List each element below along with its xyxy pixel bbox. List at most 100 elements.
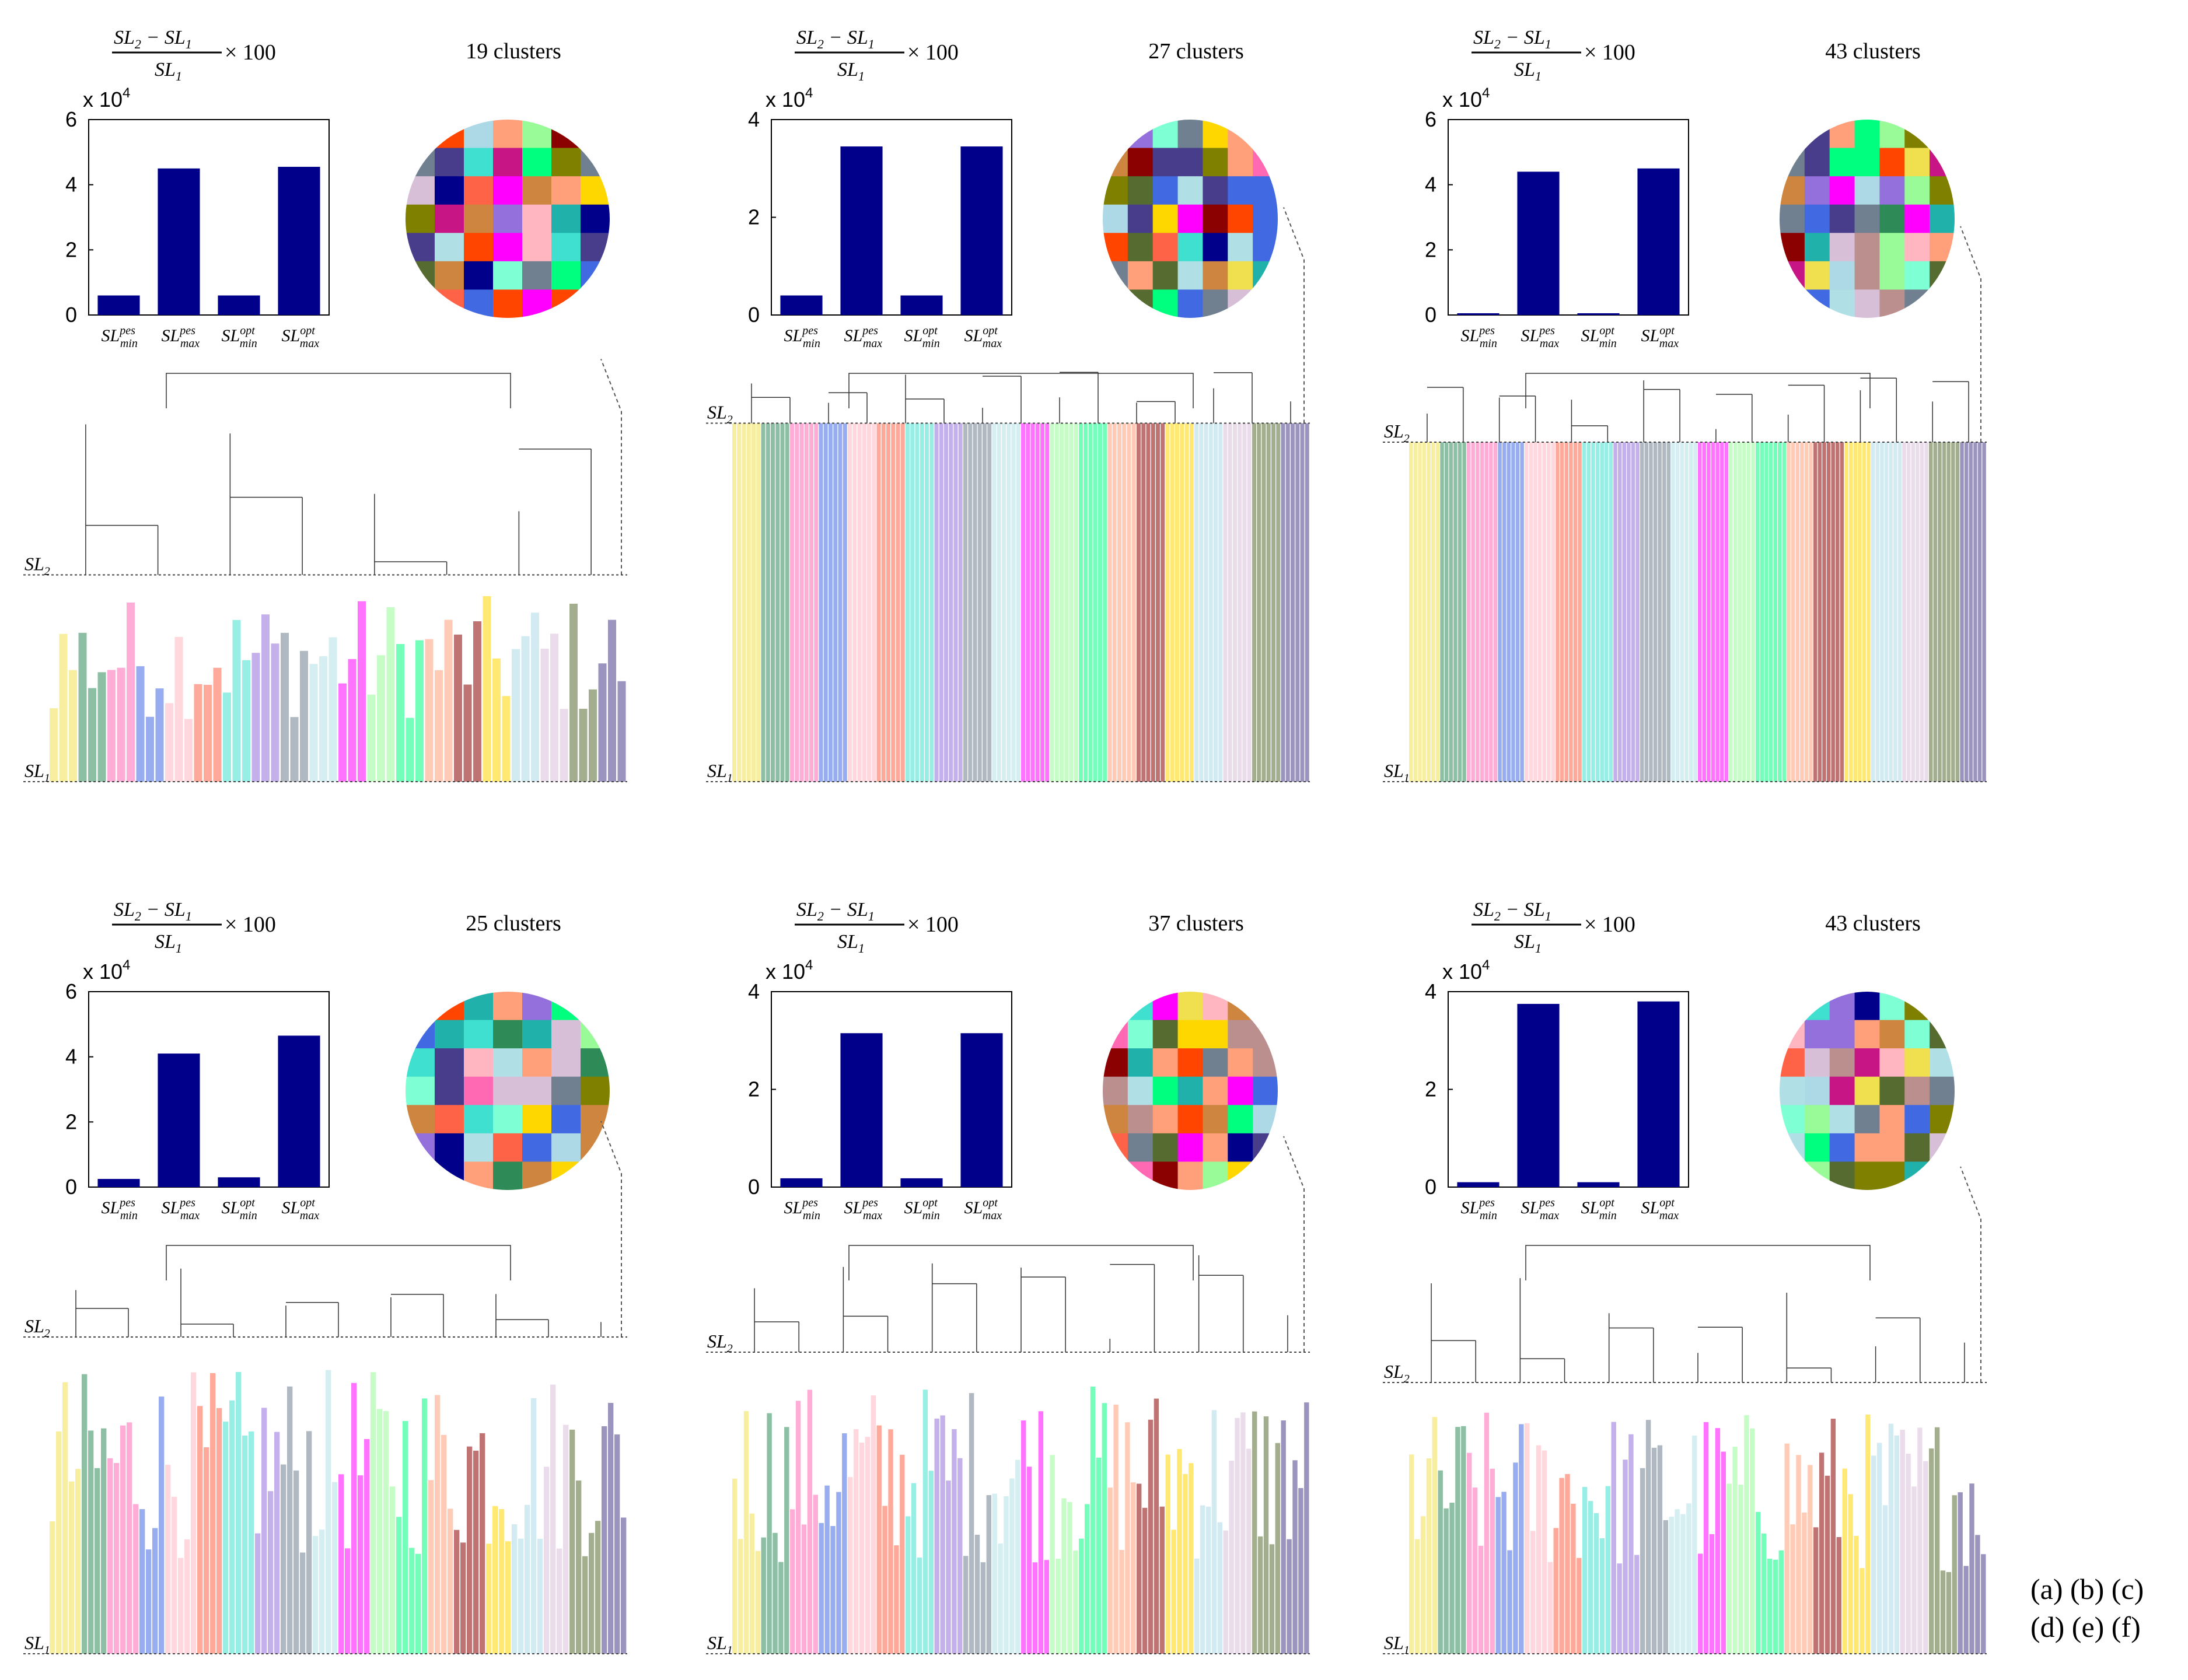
cluster-patch [464,120,494,149]
cluster-map-c [1780,120,1955,318]
leaf-band [1969,1483,1974,1654]
leaf-band [127,1422,132,1654]
chart-title: 25 clusters [466,911,561,936]
cluster-patch [1228,1105,1254,1134]
leaf-band [1422,442,1427,782]
leaf-band [894,1545,899,1654]
leaf-band [1795,442,1800,782]
cluster-patch [581,1105,610,1134]
leaf-band [1444,442,1449,782]
leaf-band [525,1504,530,1654]
leaf-band [1026,423,1030,782]
leaf-band [1292,1460,1298,1654]
leaf-band [785,423,789,782]
cluster-patch [1152,1161,1179,1190]
leaf-band [415,1553,421,1654]
leaf-band [795,1401,801,1654]
leaf-band [1551,442,1556,782]
leaf-band [1435,442,1440,782]
formula-times: × 100 [225,40,276,65]
cluster-patch [1829,992,1855,1021]
leaf-band [1519,1424,1524,1654]
leaf-band [88,688,97,782]
bar-1 [780,295,823,315]
bar-3 [900,295,943,315]
leaf-band [1703,1422,1709,1654]
label-sl2: SL2 [707,402,733,426]
leaf-band [1159,1506,1165,1654]
leaf-band [1131,1482,1136,1654]
formula-numerator: SL2 − SL1 [796,899,875,923]
leaf-band [1680,442,1684,782]
label-sl1: SL1 [25,760,50,785]
leaf-band [1035,423,1040,782]
leaf-band [448,1508,453,1654]
leaf-band [1900,1429,1905,1654]
leaf-band [1271,423,1276,782]
cluster-patch [1152,1133,1179,1163]
leaf-band [1480,442,1484,782]
bar-2 [158,168,200,315]
leaf-band [1756,442,1760,782]
leaf-band [977,423,982,782]
leaf-band [492,658,501,782]
cluster-patch [522,233,552,262]
cluster-patch [1253,176,1278,205]
cluster-patch [1854,176,1881,205]
formula-times: × 100 [1584,40,1635,65]
leaf-band [1888,1423,1894,1654]
leaf-band [1457,442,1462,782]
x-tick-label: SLpes max [1521,1196,1560,1222]
x-tick-label: SLopt min [222,324,257,350]
leaf-band [165,1464,171,1654]
leaf-band [351,1382,357,1654]
leaf-band [1449,1502,1455,1654]
cluster-patch [551,1133,581,1163]
leaf-band [1194,423,1199,782]
cluster-patch [1930,1161,1955,1190]
cluster-patch [1253,1161,1278,1190]
leaf-band [236,1371,242,1654]
leaf-band [743,1410,749,1654]
leaf-band [1467,442,1471,782]
leaf-band [1015,1460,1020,1654]
cluster-patch [1780,1161,1805,1190]
cluster-patches [1103,120,1278,318]
leaf-band [473,1450,479,1654]
leaf-band [1669,1516,1674,1654]
cluster-patch [1228,204,1254,234]
leaf-band [326,1370,331,1654]
leaf-band [338,683,347,782]
cluster-patch [1127,120,1154,149]
leaf-band [929,423,934,782]
cluster-patch [435,289,464,318]
leaf-band [742,423,746,782]
leaf-band [563,1424,569,1654]
leaf-band [319,656,328,782]
leaf-band [906,1516,911,1654]
leaf-band [377,1409,383,1654]
cluster-patch [1127,1076,1154,1106]
cluster-patch [435,233,464,262]
bar-chart-b: 0 2 4x 104 SLpes min SLpes max SLopt min SLopt max [748,85,1012,350]
leaf-band [1767,1558,1773,1654]
leaf-band [1431,442,1435,782]
leaf-band [1842,1468,1847,1654]
leaf-band [1917,1427,1923,1654]
cluster-patch [581,148,610,177]
leaf-band [1040,423,1045,782]
leaf-band [1582,442,1586,782]
leaf-band [69,670,78,782]
cluster-patch [1930,204,1955,234]
root-branch [166,1245,511,1280]
leaf-band [1199,423,1204,782]
leaf-band [882,1506,887,1654]
cluster-patch [1829,261,1855,290]
leaf-band [1802,1512,1807,1654]
leaf-band [598,663,607,782]
leaf-band [876,1425,882,1654]
cluster-patch [1930,148,1955,177]
bar-4 [960,146,1003,315]
leaf-band [1214,423,1218,782]
